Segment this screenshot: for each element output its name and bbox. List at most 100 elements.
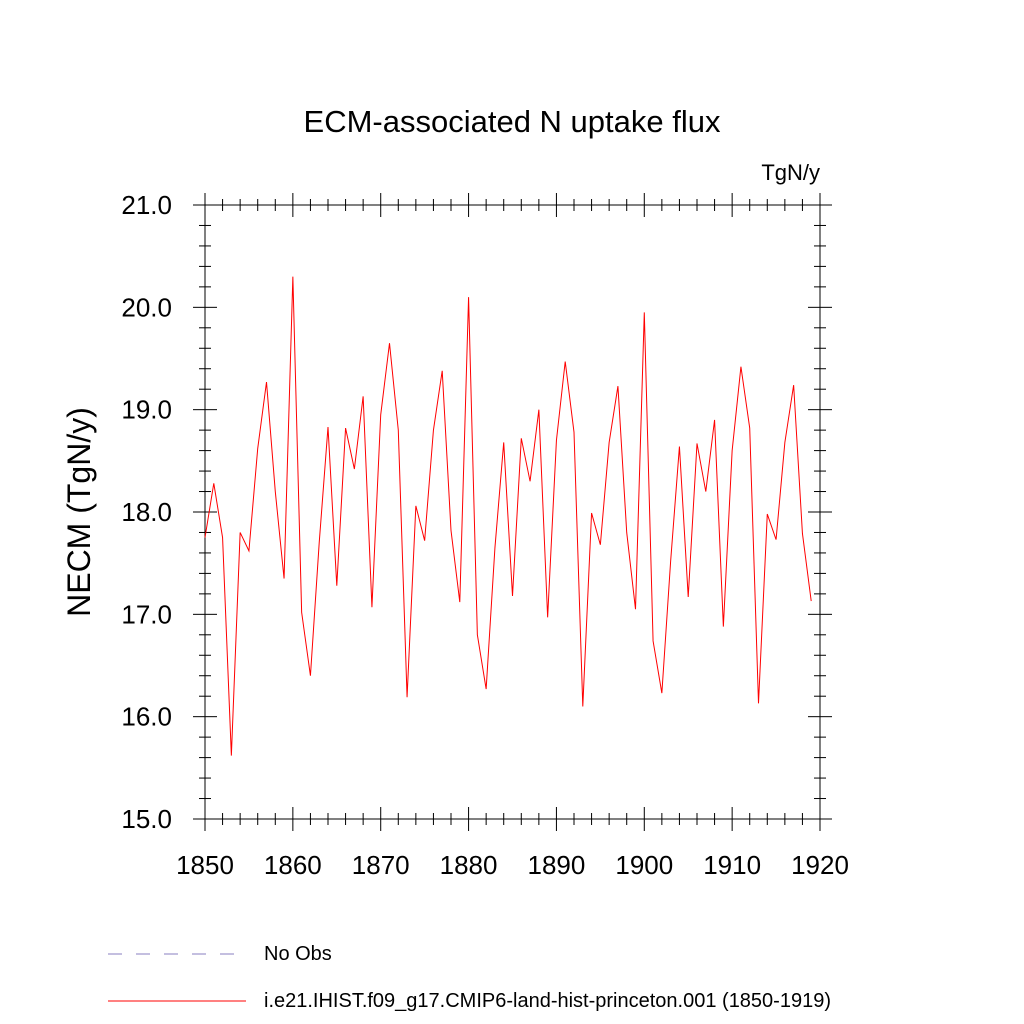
- data-point: [248, 550, 249, 551]
- data-point: [591, 513, 592, 514]
- data-point: [213, 483, 214, 484]
- data-point: [284, 578, 285, 579]
- units-label: TgN/y: [761, 160, 820, 185]
- data-point: [389, 343, 390, 344]
- data-point: [336, 585, 337, 586]
- data-point: [266, 382, 267, 383]
- x-tick-label: 1920: [791, 850, 849, 880]
- data-point: [617, 386, 618, 387]
- data-point: [240, 532, 241, 533]
- legend-label-model-run: i.e21.IHIST.f09_g17.CMIP6-land-hist-prin…: [264, 990, 831, 1012]
- data-point: [521, 438, 522, 439]
- data-point: [582, 706, 583, 707]
- data-point: [556, 440, 557, 441]
- legend: No Obs i.e21.IHIST.f09_g17.CMIP6-land-hi…: [108, 943, 831, 1012]
- data-point: [547, 617, 548, 618]
- legend-label-no-obs: No Obs: [264, 943, 332, 965]
- data-point: [661, 693, 662, 694]
- minor-ticks: [199, 199, 826, 825]
- data-point: [459, 602, 460, 603]
- x-tick-label: 1880: [440, 850, 498, 880]
- data-point: [380, 414, 381, 415]
- data-point: [328, 427, 329, 428]
- data-point: [740, 366, 741, 367]
- x-tick-label: 1910: [703, 850, 761, 880]
- y-axis-label: NECM (TgN/y): [61, 407, 97, 617]
- series-line: [204, 276, 812, 756]
- data-point: [600, 544, 601, 545]
- data-point: [697, 443, 698, 444]
- data-point: [354, 469, 355, 470]
- data-point: [749, 428, 750, 429]
- legend-item-model-run: i.e21.IHIST.f09_g17.CMIP6-land-hist-prin…: [108, 990, 831, 1012]
- y-tick-label: 17.0: [121, 599, 172, 629]
- data-point: [486, 689, 487, 690]
- x-tick-label: 1860: [264, 850, 322, 880]
- data-point: [635, 609, 636, 610]
- major-ticks: [193, 193, 832, 831]
- data-point: [574, 432, 575, 433]
- legend-item-no-obs: No Obs: [108, 943, 332, 965]
- data-point: [433, 430, 434, 431]
- data-point: [222, 537, 223, 538]
- data-point: [714, 419, 715, 420]
- data-point: [477, 634, 478, 635]
- y-tick-label: 20.0: [121, 292, 172, 322]
- x-tick-labels: 1850 1860 1870 1880 1890 1900 1910 1920: [176, 850, 849, 880]
- data-point: [451, 530, 452, 531]
- y-tick-label: 16.0: [121, 702, 172, 732]
- data-point: [530, 481, 531, 482]
- y-tick-labels: 15.0 16.0 17.0 18.0 19.0 20.0 21.0: [121, 190, 172, 834]
- data-point: [310, 675, 311, 676]
- data-point: [371, 607, 372, 608]
- data-point: [494, 547, 495, 548]
- data-point: [363, 396, 364, 397]
- data-point: [732, 450, 733, 451]
- data-point: [767, 514, 768, 515]
- data-point: [205, 537, 206, 538]
- data-point: [512, 595, 513, 596]
- data-point: [442, 370, 443, 371]
- data-point: [345, 428, 346, 429]
- y-tick-label: 15.0: [121, 804, 172, 834]
- plot-frame: [204, 204, 821, 820]
- x-tick-label: 1890: [528, 850, 586, 880]
- data-point: [257, 448, 258, 449]
- data-point: [538, 409, 539, 410]
- data-point: [679, 446, 680, 447]
- data-point: [705, 491, 706, 492]
- data-point: [468, 297, 469, 298]
- y-tick-label: 21.0: [121, 190, 172, 220]
- data-point: [407, 697, 408, 698]
- data-point: [424, 540, 425, 541]
- data-point: [503, 442, 504, 443]
- data-point: [565, 361, 566, 362]
- data-point: [793, 385, 794, 386]
- x-tick-label: 1900: [615, 850, 673, 880]
- data-point: [398, 430, 399, 431]
- x-tick-label: 1870: [352, 850, 410, 880]
- series-layer: [204, 276, 812, 756]
- data-point: [784, 442, 785, 443]
- data-point: [301, 612, 302, 613]
- y-tick-label: 18.0: [121, 497, 172, 527]
- data-point: [688, 596, 689, 597]
- data-point: [275, 491, 276, 492]
- data-point: [670, 561, 671, 562]
- chart-title: ECM-associated N uptake flux: [304, 104, 721, 139]
- data-point: [415, 505, 416, 506]
- data-point: [758, 703, 759, 704]
- data-point: [609, 442, 610, 443]
- data-point: [653, 640, 654, 641]
- data-point: [802, 533, 803, 534]
- data-point: [776, 539, 777, 540]
- data-point: [811, 601, 812, 602]
- data-point: [644, 312, 645, 313]
- x-tick-label: 1850: [176, 850, 234, 880]
- data-point: [626, 532, 627, 533]
- y-tick-label: 19.0: [121, 395, 172, 425]
- data-point: [231, 755, 232, 756]
- data-point: [292, 276, 293, 277]
- data-point: [319, 542, 320, 543]
